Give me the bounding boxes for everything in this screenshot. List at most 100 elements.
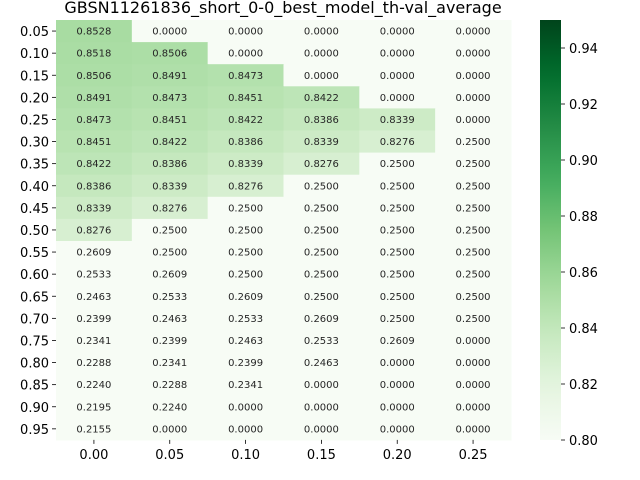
cell-value-label: 0.0000 bbox=[380, 27, 415, 38]
heatmap-cell bbox=[435, 130, 512, 154]
cell-value-label: 0.2500 bbox=[380, 248, 415, 259]
heatmap-cell bbox=[435, 108, 512, 132]
y-tick-label: 0.05 bbox=[20, 25, 49, 40]
heatmap-cell bbox=[56, 152, 133, 176]
heatmap-cell bbox=[207, 329, 285, 353]
cell-value-label: 0.0000 bbox=[456, 358, 491, 369]
cell-value-label: 0.0000 bbox=[456, 27, 491, 38]
heatmap-cell bbox=[435, 285, 512, 308]
cell-value-label: 0.2609 bbox=[304, 314, 339, 325]
cell-value-label: 0.2288 bbox=[76, 358, 111, 369]
heatmap-cell bbox=[283, 263, 360, 286]
heatmap-cell bbox=[131, 285, 209, 308]
heatmap-cell bbox=[207, 285, 285, 308]
y-tick-label: 0.55 bbox=[20, 246, 49, 261]
cell-value-label: 0.2288 bbox=[152, 380, 187, 391]
y-tick-label: 0.25 bbox=[20, 113, 49, 128]
colorbar-tick-label: 0.88 bbox=[569, 210, 598, 225]
cell-value-label: 0.2500 bbox=[456, 225, 491, 236]
cell-value-label: 0.8386 bbox=[76, 181, 111, 192]
cell-value-label: 0.2463 bbox=[152, 314, 187, 325]
cell-value-label: 0.0000 bbox=[380, 358, 415, 369]
cell-value-label: 0.2609 bbox=[380, 336, 415, 347]
cell-value-label: 0.8451 bbox=[152, 115, 187, 126]
cell-value-label: 0.2500 bbox=[456, 137, 491, 148]
heatmap-cell bbox=[359, 42, 436, 65]
heatmap-cell bbox=[207, 108, 285, 132]
heatmap-cell bbox=[435, 241, 512, 264]
cell-value-label: 0.0000 bbox=[304, 424, 339, 435]
heatmap-cell bbox=[435, 174, 512, 198]
cell-value-label: 0.8473 bbox=[76, 115, 111, 126]
cell-value-label: 0.8451 bbox=[228, 93, 263, 104]
heatmap-cell bbox=[283, 241, 360, 264]
y-axis: 0.05 0.10 0.15 0.20 0.25 0.30 0.35 0.40 0.45 0.50… bbox=[20, 25, 56, 438]
y-tick-label: 0.35 bbox=[20, 158, 49, 173]
heatmap-cell bbox=[435, 329, 512, 353]
heatmap-cell bbox=[207, 351, 285, 375]
cell-value-label: 0.2240 bbox=[76, 380, 111, 391]
heatmap-cell bbox=[56, 86, 133, 109]
cell-value-label: 0.2609 bbox=[76, 248, 111, 259]
heatmap-cell bbox=[56, 417, 133, 441]
heatmap-cell bbox=[131, 64, 209, 87]
cell-value-label: 0.8276 bbox=[76, 225, 111, 236]
heatmap-cell bbox=[207, 86, 285, 109]
heatmap-cell bbox=[359, 130, 436, 154]
cell-value-label: 0.2500 bbox=[304, 292, 339, 303]
heatmap-cell bbox=[131, 417, 209, 441]
cell-value-label: 0.0000 bbox=[380, 424, 415, 435]
cell-value-label: 0.2500 bbox=[380, 181, 415, 192]
cell-value-label: 0.2195 bbox=[76, 402, 111, 413]
heatmap-cell bbox=[359, 351, 436, 375]
heatmap-cell bbox=[131, 373, 209, 397]
heatmap-cell bbox=[359, 285, 436, 308]
cell-value-label: 0.8422 bbox=[76, 159, 111, 170]
heatmap-cell bbox=[435, 417, 512, 441]
cell-value-label: 0.2533 bbox=[152, 292, 187, 303]
cell-value-label: 0.8422 bbox=[304, 93, 339, 104]
heatmap-cell bbox=[56, 174, 133, 198]
cell-value-label: 0.2500 bbox=[228, 203, 263, 214]
cell-value-label: 0.0000 bbox=[456, 380, 491, 391]
heatmap-cell bbox=[435, 152, 512, 176]
heatmap-cell bbox=[359, 152, 436, 176]
cell-value-label: 0.0000 bbox=[456, 49, 491, 60]
y-tick-label: 0.80 bbox=[20, 357, 49, 372]
heatmap-cell bbox=[359, 218, 436, 242]
y-tick-label: 0.20 bbox=[20, 91, 49, 106]
cell-value-label: 0.2500 bbox=[456, 181, 491, 192]
colorbar: 0.80 0.82 0.84 0.86 0.88 0.90 0.92 0.94 bbox=[540, 20, 598, 449]
heatmap-cell bbox=[283, 130, 360, 154]
heatmap-cell bbox=[283, 285, 360, 308]
cell-value-label: 0.8451 bbox=[76, 137, 111, 148]
heatmap-cell bbox=[131, 241, 209, 264]
heatmap-cell bbox=[283, 417, 360, 441]
cell-value-label: 0.8276 bbox=[228, 181, 263, 192]
heatmap-cell bbox=[283, 395, 360, 419]
heatmap-cell bbox=[359, 329, 436, 353]
heatmap-cell bbox=[435, 373, 512, 397]
cell-value-label: 0.2463 bbox=[76, 292, 111, 303]
heatmap-cell bbox=[359, 196, 436, 220]
heatmap-cell bbox=[283, 329, 360, 353]
heatmap-cell bbox=[435, 263, 512, 286]
cell-value-label: 0.2399 bbox=[152, 336, 187, 347]
cell-value-label: 0.2500 bbox=[228, 270, 263, 281]
cell-value-label: 0.2500 bbox=[380, 203, 415, 214]
x-tick-label: 0.00 bbox=[79, 448, 108, 463]
cell-value-label: 0.2500 bbox=[456, 292, 491, 303]
x-tick-label: 0.05 bbox=[155, 448, 184, 463]
heatmap-cell bbox=[131, 196, 209, 220]
heatmap-cell bbox=[435, 42, 512, 65]
y-tick-label: 0.40 bbox=[20, 180, 49, 195]
heatmap-cell bbox=[435, 395, 512, 419]
heatmap-cell bbox=[283, 307, 360, 330]
heatmap-cell bbox=[131, 42, 209, 65]
heatmap-cell bbox=[283, 373, 360, 397]
heatmap-cell bbox=[207, 241, 285, 264]
cell-value-label: 0.2500 bbox=[380, 225, 415, 236]
heatmap-cell bbox=[56, 64, 133, 87]
cell-value-label: 0.0000 bbox=[456, 93, 491, 104]
heatmap-cell bbox=[56, 373, 133, 397]
